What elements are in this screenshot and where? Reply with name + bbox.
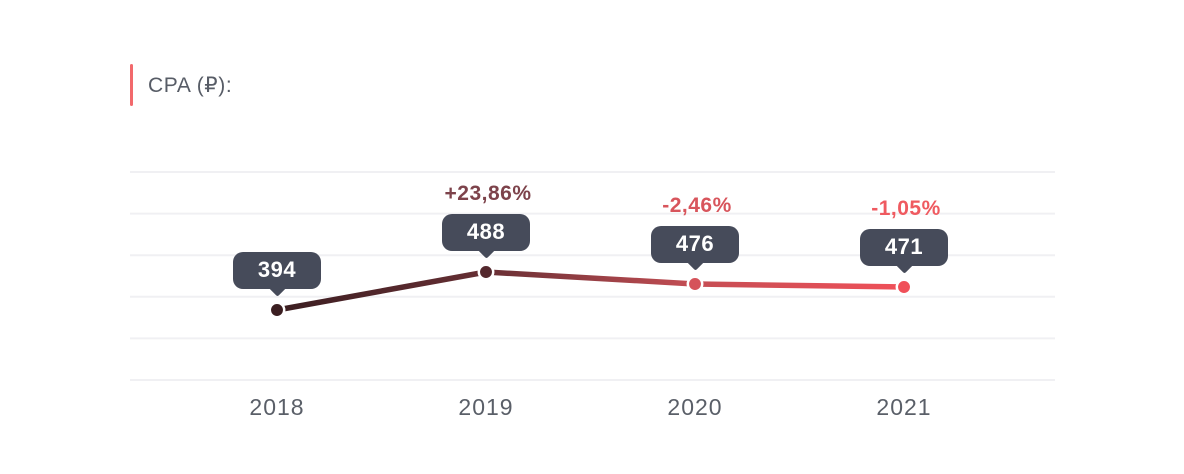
chart-header: CPA (₽):: [130, 64, 232, 106]
ruble-currency-symbol: ₽: [204, 72, 219, 97]
chart-title-prefix: CPA (: [148, 73, 205, 97]
chart-title-suffix: ):: [218, 73, 233, 97]
change-label-2020: -2,46%: [662, 194, 732, 217]
data-point-2018: [268, 301, 286, 319]
change-label-2019: +23,86%: [444, 182, 532, 205]
value-badge-2021: 471: [860, 229, 948, 274]
data-point-2020: [686, 275, 704, 293]
x-axis-label-2018: 2018: [249, 394, 305, 420]
title-accent-bar: [130, 64, 133, 106]
data-point-2019: [477, 263, 495, 281]
value-badge-2019: 488: [442, 214, 530, 259]
change-label-2021: -1,05%: [871, 197, 941, 220]
value-badge-2018: 394: [233, 252, 321, 297]
data-point-2021: [895, 278, 913, 296]
value-badge-2020: 476: [651, 226, 739, 271]
chart-title: CPA (₽):: [148, 73, 232, 98]
x-axis-label-2021: 2021: [876, 394, 932, 420]
x-axis-label-2019: 2019: [458, 394, 514, 420]
trend-line: [274, 269, 907, 313]
x-axis-label-2020: 2020: [667, 394, 723, 420]
